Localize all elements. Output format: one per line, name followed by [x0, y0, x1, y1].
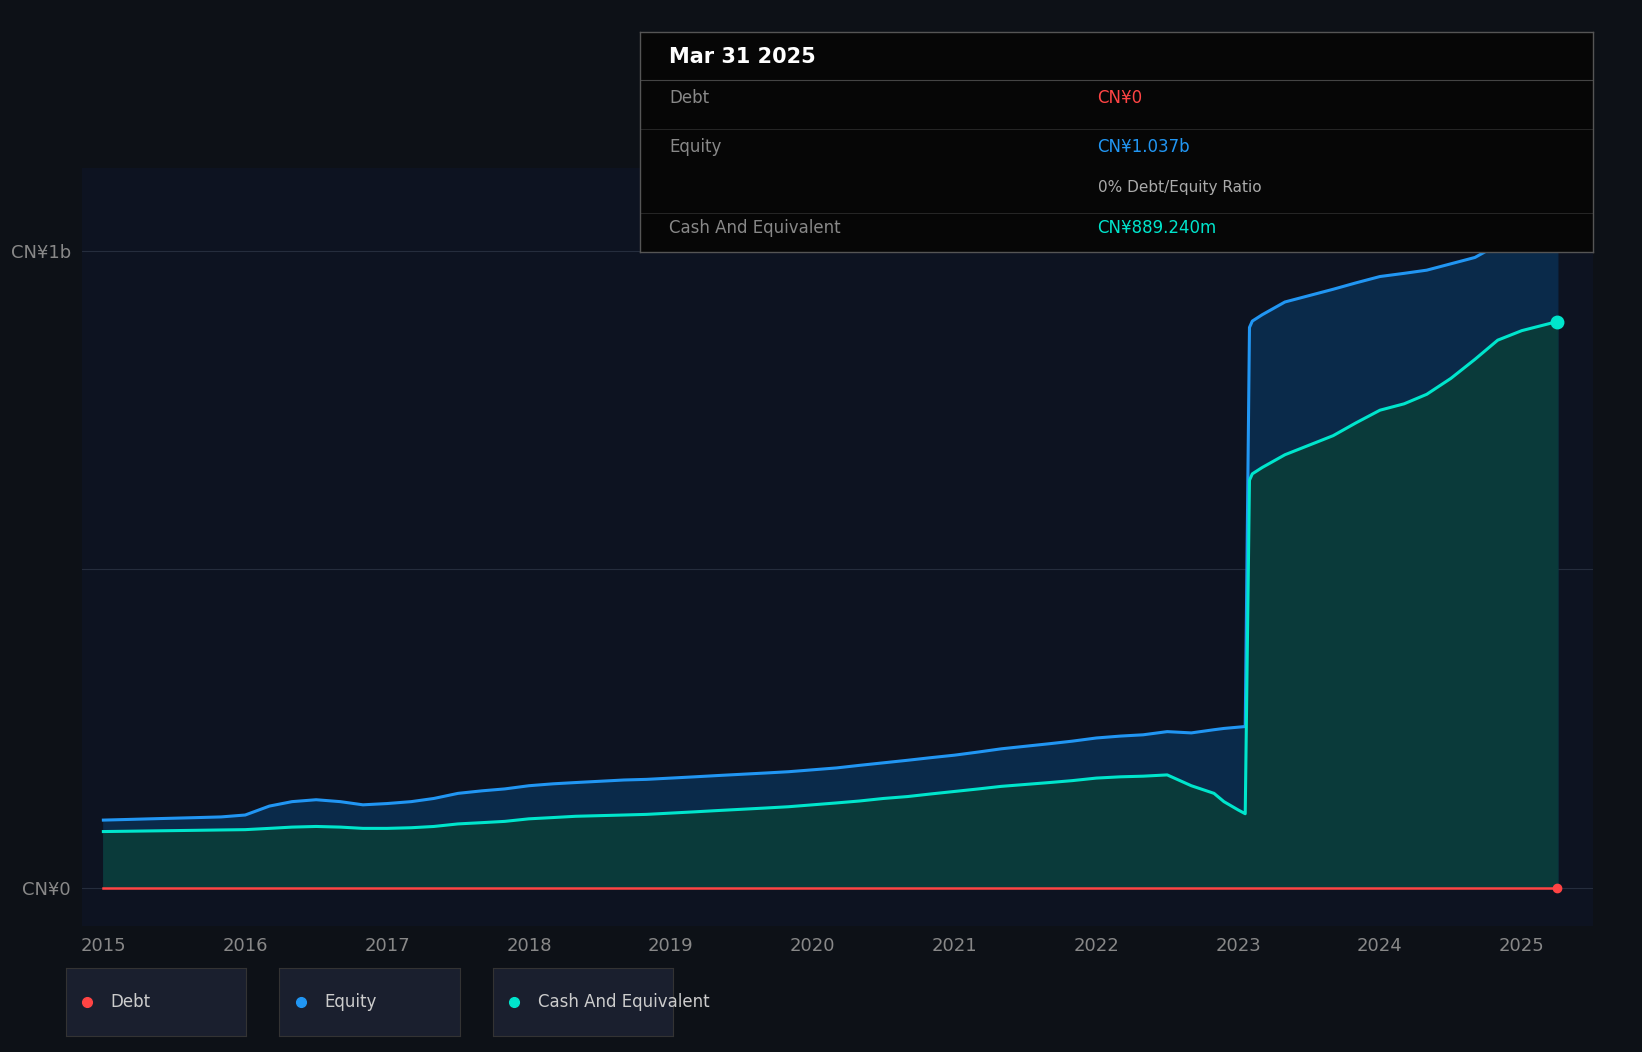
- Text: CN¥1.037b: CN¥1.037b: [1097, 138, 1190, 156]
- Text: 0% Debt/Equity Ratio: 0% Debt/Equity Ratio: [1097, 180, 1261, 195]
- Text: Equity: Equity: [325, 993, 376, 1011]
- Text: Debt: Debt: [112, 993, 151, 1011]
- Text: Debt: Debt: [668, 89, 709, 107]
- Text: Equity: Equity: [668, 138, 721, 156]
- Text: CN¥0: CN¥0: [1097, 89, 1143, 107]
- Text: CN¥889.240m: CN¥889.240m: [1097, 220, 1217, 238]
- Text: Cash And Equivalent: Cash And Equivalent: [537, 993, 709, 1011]
- Text: Mar 31 2025: Mar 31 2025: [668, 47, 816, 67]
- Text: Cash And Equivalent: Cash And Equivalent: [668, 220, 841, 238]
